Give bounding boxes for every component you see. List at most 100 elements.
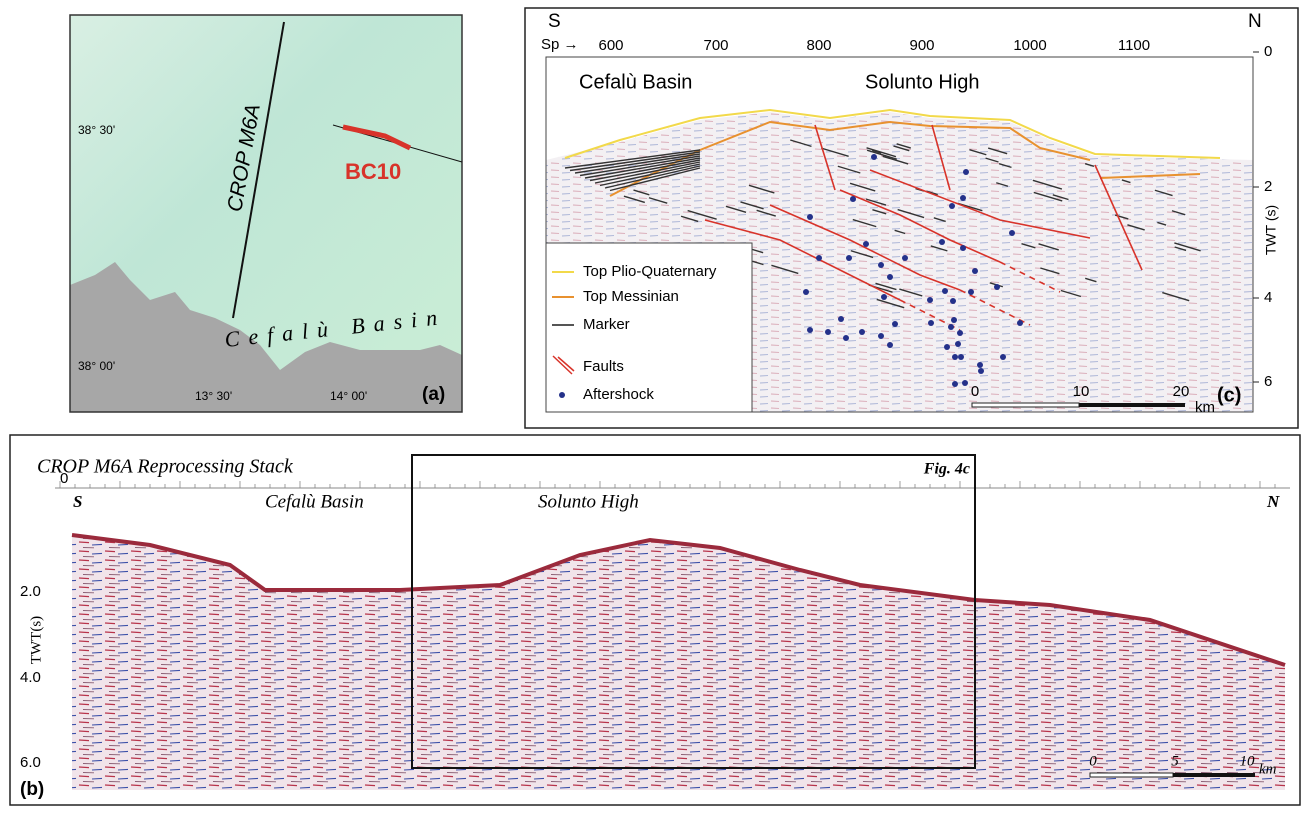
legend-label: Top Messinian bbox=[583, 288, 679, 305]
scale-bar bbox=[1090, 773, 1173, 777]
scale-bar bbox=[1173, 773, 1255, 777]
aftershock bbox=[952, 381, 958, 387]
aftershock bbox=[952, 354, 958, 360]
aftershock bbox=[939, 239, 945, 245]
aftershock bbox=[950, 298, 956, 304]
scale-bar bbox=[1079, 403, 1185, 407]
twt-tick-label: 4 bbox=[1264, 289, 1272, 306]
aftershock bbox=[881, 294, 887, 300]
twt-top: 0 bbox=[60, 470, 68, 487]
aftershock bbox=[960, 195, 966, 201]
aftershock bbox=[958, 354, 964, 360]
sp-label: Sp → bbox=[541, 36, 579, 53]
scale-label: 20 bbox=[1173, 383, 1190, 400]
scale-unit: km bbox=[1259, 761, 1277, 777]
scale-label: 0 bbox=[1089, 753, 1097, 769]
shot-point-label: 1100 bbox=[1118, 37, 1150, 54]
aftershock bbox=[846, 255, 852, 261]
figure: CROP M6A BC10 Cefalù Basin 38° 30' 38° 0… bbox=[0, 0, 1309, 813]
aftershock bbox=[928, 320, 934, 326]
twt-tick: 6.0 bbox=[20, 754, 41, 771]
aftershock bbox=[807, 214, 813, 220]
scale-label: 5 bbox=[1171, 753, 1179, 769]
aftershock bbox=[816, 255, 822, 261]
aftershock bbox=[887, 342, 893, 348]
aftershock bbox=[887, 274, 893, 280]
aftershock bbox=[978, 368, 984, 374]
shot-point-label: 600 bbox=[598, 37, 623, 54]
shot-point-label: 700 bbox=[703, 37, 728, 54]
legend-label: Top Plio-Quaternary bbox=[583, 263, 717, 280]
lon-label: 13° 30' bbox=[195, 389, 232, 403]
scale-label: 10 bbox=[1073, 383, 1090, 400]
aftershock bbox=[962, 380, 968, 386]
twt-tick-label: 6 bbox=[1264, 373, 1272, 390]
aftershock bbox=[878, 262, 884, 268]
box-label: Fig. 4c bbox=[923, 461, 970, 478]
aftershock bbox=[955, 341, 961, 347]
aftershock bbox=[1017, 320, 1023, 326]
legend-label: Marker bbox=[583, 316, 630, 333]
south-label: S bbox=[548, 11, 561, 32]
shot-point-label: 1000 bbox=[1013, 37, 1046, 54]
panel-c: S N Sp → TWT (s) Cefalù Basin Solunto Hi… bbox=[525, 8, 1298, 428]
lat-label: 38° 00' bbox=[78, 359, 115, 373]
aftershock bbox=[825, 329, 831, 335]
aftershock bbox=[957, 330, 963, 336]
aftershock bbox=[1000, 354, 1006, 360]
legend-label: Faults bbox=[583, 358, 624, 375]
aftershock bbox=[977, 362, 983, 368]
twt-tick-label: 0 bbox=[1264, 43, 1272, 60]
axis-label: TWT (s) bbox=[1263, 205, 1279, 255]
legend-label: Aftershock bbox=[583, 386, 654, 403]
scale-label: 10 bbox=[1240, 753, 1256, 769]
aftershock bbox=[948, 324, 954, 330]
aftershock bbox=[878, 333, 884, 339]
aftershock bbox=[807, 327, 813, 333]
aftershock bbox=[960, 245, 966, 251]
lat-label: 38° 30' bbox=[78, 123, 115, 137]
legend-swatch bbox=[559, 392, 565, 398]
aftershock bbox=[949, 203, 955, 209]
aftershock bbox=[838, 316, 844, 322]
aftershock bbox=[994, 284, 1000, 290]
shot-point-label: 900 bbox=[909, 37, 934, 54]
aftershock bbox=[863, 241, 869, 247]
panel-label: (c) bbox=[1217, 384, 1241, 406]
aftershock bbox=[803, 289, 809, 295]
scale-label: 0 bbox=[971, 383, 979, 400]
aftershock bbox=[972, 268, 978, 274]
aftershock bbox=[951, 317, 957, 323]
basin-label: Cefalù Basin bbox=[265, 491, 364, 512]
axis-label: TWT(s) bbox=[28, 616, 44, 664]
aftershock bbox=[1009, 230, 1015, 236]
scale-unit: km bbox=[1195, 399, 1215, 416]
north-label: N bbox=[1248, 11, 1262, 32]
bc10-label: BC10 bbox=[345, 159, 401, 184]
aftershock bbox=[892, 321, 898, 327]
twt-tick: 4.0 bbox=[20, 669, 41, 686]
aftershock bbox=[927, 297, 933, 303]
shot-point-label: 800 bbox=[806, 37, 831, 54]
high-label: Solunto High bbox=[538, 491, 639, 512]
panel-a: CROP M6A BC10 Cefalù Basin 38° 30' 38° 0… bbox=[70, 15, 462, 412]
g bbox=[70, 15, 462, 412]
panel-label: (a) bbox=[422, 384, 445, 405]
aftershock bbox=[850, 196, 856, 202]
aftershock bbox=[871, 154, 877, 160]
aftershock bbox=[944, 344, 950, 350]
twt-tick: 2.0 bbox=[20, 583, 41, 600]
scale-bar bbox=[972, 403, 1079, 407]
panel-b: CROP M6A Reprocessing Stack Fig. 4c 0 S … bbox=[10, 435, 1300, 805]
aftershock bbox=[942, 288, 948, 294]
lon-label: 14° 00' bbox=[330, 389, 367, 403]
aftershock bbox=[968, 289, 974, 295]
panel-label: (b) bbox=[20, 779, 44, 800]
aftershock bbox=[902, 255, 908, 261]
south-label: S bbox=[73, 492, 82, 511]
panel-title: CROP M6A Reprocessing Stack bbox=[37, 456, 294, 478]
twt-tick-label: 2 bbox=[1264, 178, 1272, 195]
aftershock bbox=[859, 329, 865, 335]
basin-label: Cefalù Basin bbox=[579, 71, 692, 93]
north-label: N bbox=[1266, 492, 1280, 511]
